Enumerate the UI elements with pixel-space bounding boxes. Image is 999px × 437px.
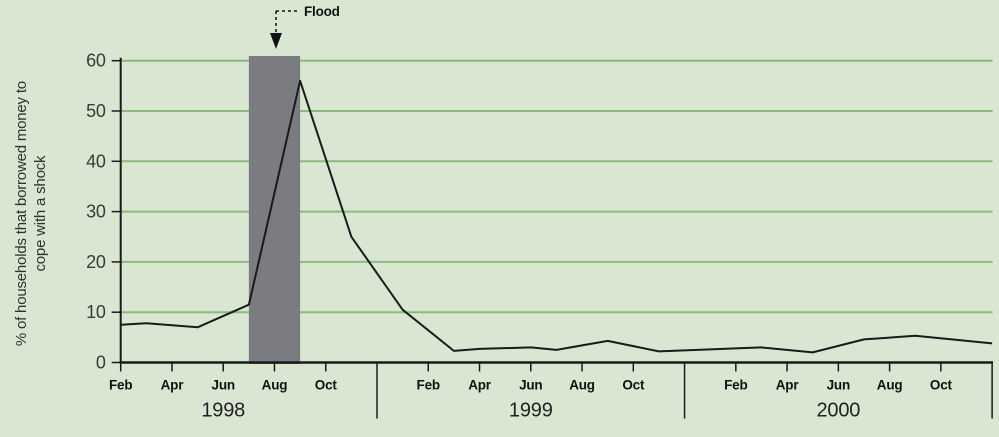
y-tick-label: 60 <box>86 51 106 71</box>
y-tick-label: 20 <box>86 252 106 272</box>
x-tick-label: Feb <box>724 378 747 393</box>
x-tick-label: Oct <box>622 378 645 393</box>
flood-arrowhead-icon <box>269 33 282 49</box>
x-tick-label: Oct <box>930 378 953 393</box>
x-tick-label: Aug <box>877 378 903 393</box>
x-tick-label: Jun <box>519 378 542 393</box>
x-tick-label: Feb <box>109 378 132 393</box>
year-label: 2000 <box>816 400 860 422</box>
x-tick-label: Apr <box>161 378 185 393</box>
year-label: 1999 <box>509 400 553 422</box>
flood-period-band <box>248 56 301 364</box>
x-tick-label: Apr <box>468 378 492 393</box>
x-tick-label: Aug <box>569 378 595 393</box>
y-tick-label: 10 <box>86 302 106 322</box>
x-tick-label: Aug <box>262 378 288 393</box>
y-tick-label: 50 <box>86 101 106 121</box>
x-tick-label: Jun <box>827 378 850 393</box>
year-label: 1998 <box>201 400 245 422</box>
flood-annotation-label: Flood <box>304 4 340 19</box>
data-line <box>120 79 993 354</box>
y-axis-title-line1: % of households that borrowed money to <box>13 81 30 346</box>
y-tick-label: 30 <box>86 202 106 222</box>
x-tick-label: Oct <box>315 378 338 393</box>
y-tick-label: 40 <box>86 151 106 171</box>
y-tick-label: 0 <box>96 353 106 373</box>
x-tick-label: Apr <box>776 378 800 393</box>
x-tick-label: Jun <box>212 378 235 393</box>
x-tick-label: Feb <box>417 378 440 393</box>
y-axis-title-line2: cope with a shock <box>32 155 49 272</box>
